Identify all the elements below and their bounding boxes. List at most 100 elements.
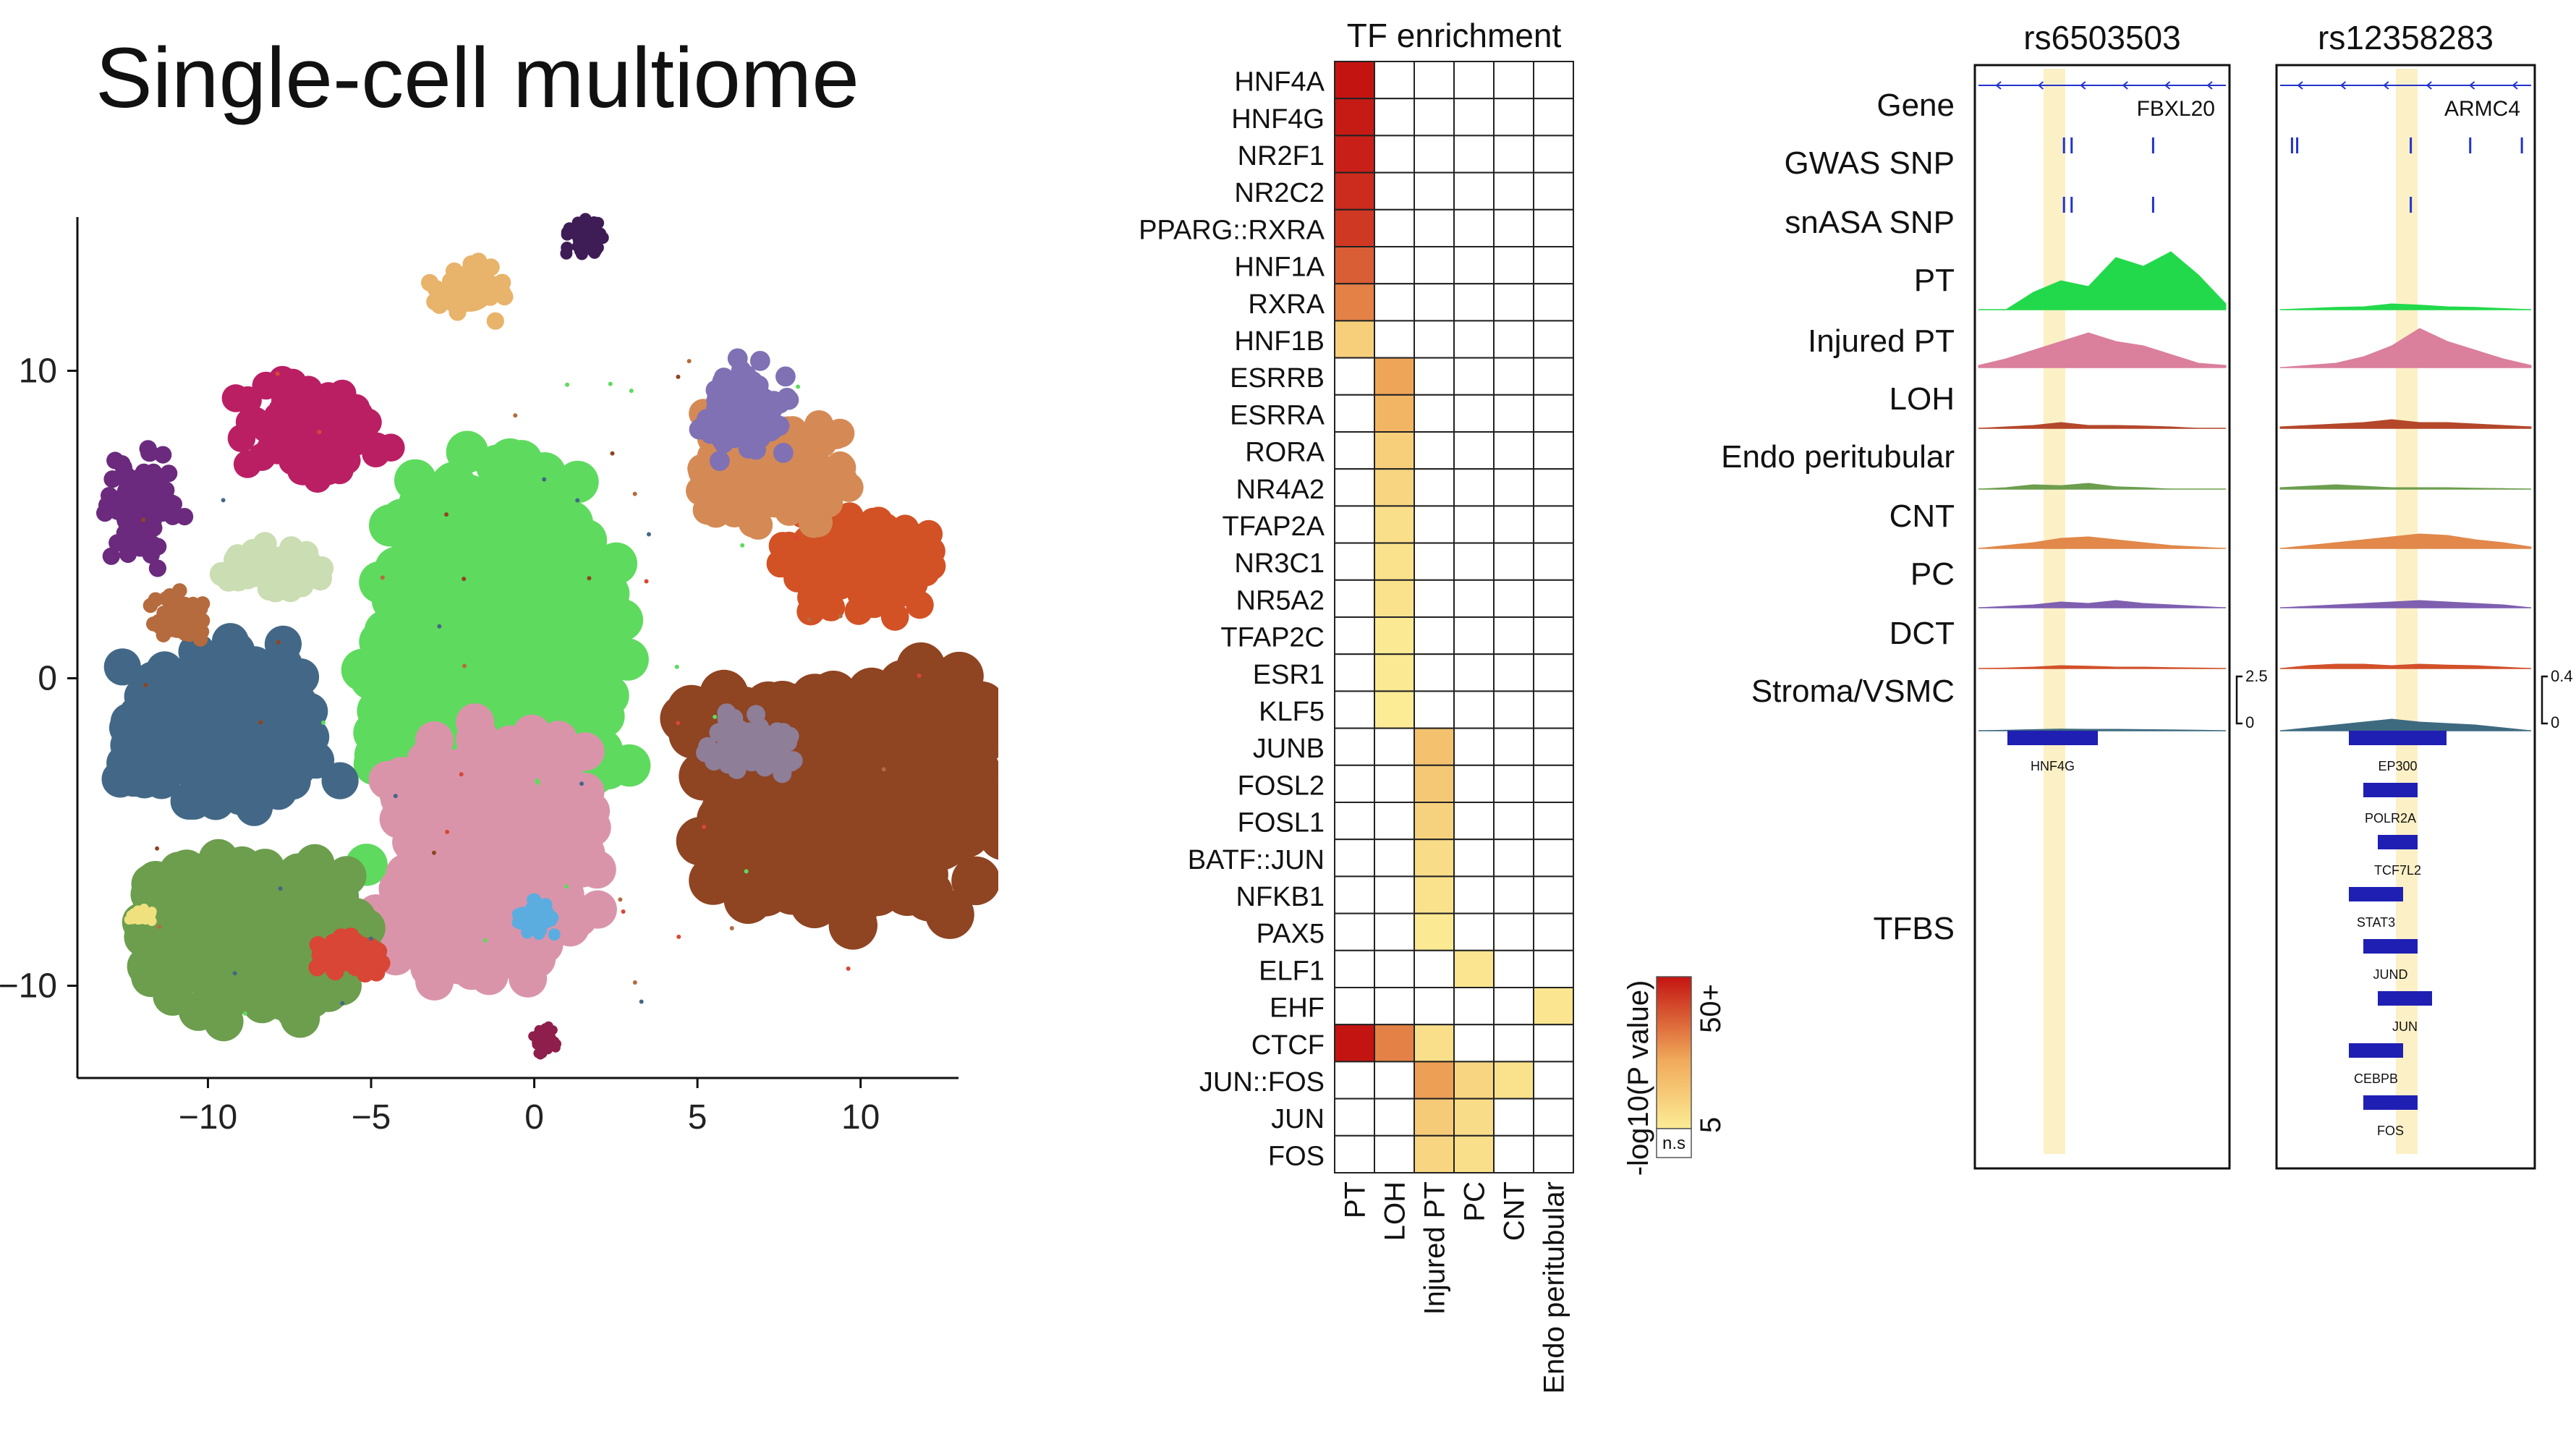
heatmap-cell [1414,1061,1455,1100]
umap-cell [175,782,213,820]
umap-cluster [221,365,405,493]
track-label: PT [1914,263,1955,298]
gene-strand-arrow [2037,81,2044,90]
umap-stray-cell [141,517,146,522]
umap-cell [241,407,270,435]
umap-cell [548,928,561,941]
heatmap-cell [1374,912,1415,951]
heatmap-cell [1533,1061,1574,1100]
heatmap-row-label: PPARG::RXRA [1139,215,1325,245]
umap-cluster-core [813,525,908,598]
heatmap-cell [1334,542,1375,581]
umap-cell [574,686,616,729]
heatmap-cell [1374,1024,1415,1063]
heatmap-cell [1414,61,1455,100]
track-label: GWAS SNP [1784,145,1955,181]
umap-cell [268,365,297,394]
x-tick-label: 5 [688,1098,707,1137]
umap-stray-cell [629,389,634,394]
heatmap-col-label: Injured PT [1419,1181,1451,1315]
heatmap-cell [1533,616,1574,655]
track-label: Stroma/VSMC [1751,674,1955,709]
track-signal [1978,483,2226,490]
umap-cell [710,851,760,901]
umap-cluster [689,348,799,471]
umap-cell [713,368,734,388]
umap-cell [709,723,728,742]
heatmap-cell [1414,98,1455,137]
heatmap-cell [1453,468,1495,507]
heatmap-cell [1453,875,1495,914]
heatmap-cell [1414,357,1455,396]
heatmap-cell [1453,505,1495,544]
umap-stray-cell [278,886,283,891]
track-signal [2279,419,2532,429]
umap-cell [154,446,172,464]
y-tick-label: 0 [38,660,57,698]
umap-plot: −10 −5 0 5 10 10 0 −10 [0,213,998,1137]
track-label: Gene [1876,88,1955,123]
track-signal [1978,536,2227,549]
heatmap-cell [1414,802,1455,841]
heatmap-cell [1533,135,1574,174]
colorbar-title: -log10(P value) [1623,980,1654,1176]
heatmap-cell [1374,468,1415,507]
gene-strand-arrow [2164,81,2171,90]
heatmap-cell [1493,987,1534,1026]
heatmap-cell [1374,839,1415,878]
umap-cluster [696,703,803,784]
umap-cell [951,856,998,906]
umap-stray-cell [676,374,681,379]
umap-stray-cell [729,926,734,931]
umap-cluster-core [174,883,320,983]
heatmap-row-label: NR4A2 [1236,475,1325,505]
track-signal [2279,303,2532,310]
umap-cluster-core [713,379,774,443]
umap-cell [705,752,724,771]
heatmap-row-label: FOS [1268,1141,1325,1171]
heatmap-cell [1334,1061,1375,1100]
umap-cell [294,375,323,404]
gene-name: ARMC4 [2444,97,2520,121]
heatmap-cell [1374,208,1415,247]
heatmap-col-label: Endo peritubular [1539,1181,1570,1394]
heatmap-row-label: RORA [1245,438,1325,468]
heatmap-cell [1533,208,1574,247]
heatmap-cell [1453,839,1495,878]
umap-cell [488,438,532,481]
tfbs-label: FOS [2377,1124,2404,1138]
umap-cell [404,935,443,975]
umap-cluster-core [520,904,548,932]
umap-cell [172,583,187,598]
heatmap-cell [1453,579,1495,618]
heatmap-cell [1533,1024,1574,1063]
heatmap-cell [1374,61,1415,100]
heatmap-cell [1414,135,1455,174]
gene-strand-arrow [2512,81,2518,90]
heatmap-cell [1334,171,1375,211]
heatmap-cell [1453,949,1495,989]
heatmap-cell [1334,135,1375,174]
heatmap-cell [1493,1098,1534,1137]
gene-strand-arrow [2122,81,2128,90]
track-signal [1978,251,2227,310]
heatmap-cell [1453,690,1495,729]
heatmap-row-label: ESRRB [1230,363,1325,394]
heatmap-cell [1493,542,1534,581]
track-label: LOH [1890,381,1955,417]
heatmap-cell [1493,579,1534,618]
umap-cluster-core [422,775,561,933]
heatmap-cell [1493,912,1534,951]
heatmap-row-label: EHF [1270,993,1325,1024]
heatmap-cell [1453,357,1495,396]
heatmap-row-label: JUN::FOS [1199,1067,1325,1098]
umap-stray-cell [393,794,398,799]
umap-cell [775,531,803,560]
gene-strand-arrow [2080,81,2086,90]
umap-stray-cell [794,535,799,540]
umap-cluster-core [721,722,778,770]
umap-stray-cell [232,971,237,976]
umap-cell [148,559,166,577]
umap-stray-cell [513,413,518,418]
umap-cell [385,797,424,836]
